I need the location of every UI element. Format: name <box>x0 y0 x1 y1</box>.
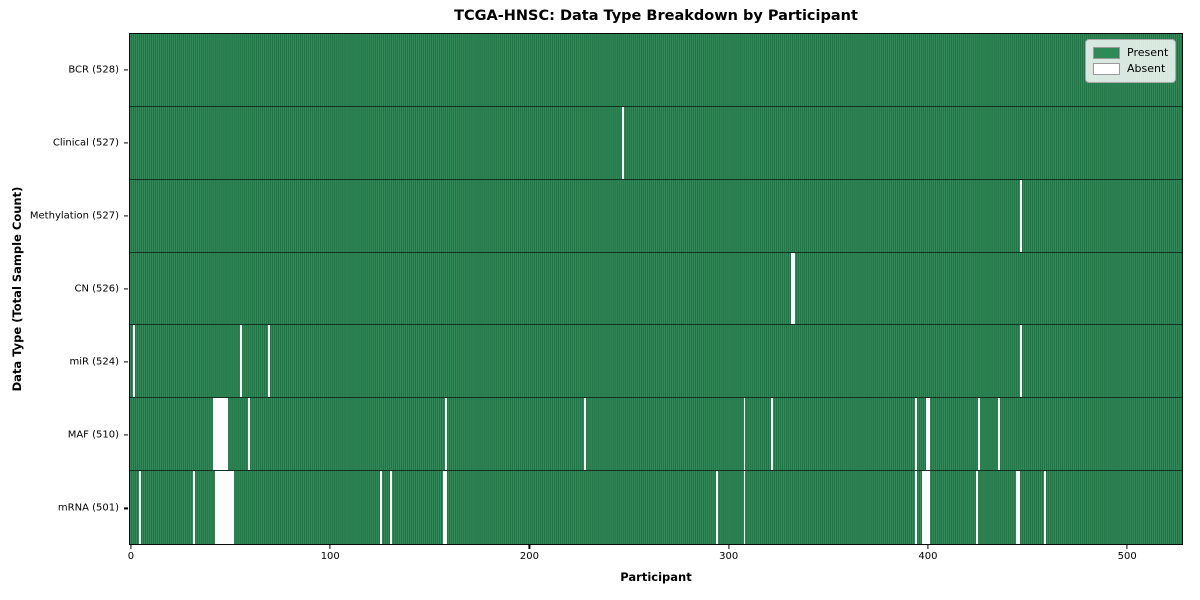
absent-stripe <box>445 471 448 544</box>
x-tick-label: 100 <box>320 551 340 562</box>
x-tick-label: 400 <box>918 551 938 562</box>
legend-item-present: Present <box>1093 45 1168 61</box>
absent-stripe <box>926 398 929 471</box>
absent-stripe <box>1015 471 1018 544</box>
plot-area <box>129 33 1183 545</box>
y-tick-label: mRNA (501) <box>57 502 119 514</box>
absent-swatch-icon <box>1093 63 1120 75</box>
heatmap-row <box>130 179 1182 253</box>
absent-stripe <box>584 398 587 471</box>
y-tick-label: Clinical (527) <box>52 137 119 149</box>
absent-stripe <box>222 398 225 471</box>
absent-stripe <box>192 471 195 544</box>
absent-stripe <box>220 471 223 544</box>
absent-stripe <box>389 471 392 544</box>
absent-stripe <box>222 471 225 544</box>
absent-stripe <box>214 398 217 471</box>
x-axis-label: Participant <box>620 570 692 584</box>
legend-item-absent: Absent <box>1093 61 1168 77</box>
y-tick-label: Methylation (527) <box>29 210 119 222</box>
x-tick-mark <box>1126 545 1128 549</box>
absent-stripe <box>922 471 925 544</box>
absent-stripe <box>132 325 135 398</box>
absent-stripe <box>622 106 625 179</box>
absent-stripe <box>218 471 221 544</box>
y-tick-mark <box>124 68 128 71</box>
absent-stripe <box>214 471 217 544</box>
absent-stripe <box>218 398 221 471</box>
absent-stripe <box>248 398 251 471</box>
absent-stripe <box>978 398 981 471</box>
x-tick-mark <box>927 545 929 549</box>
absent-stripe <box>443 471 446 544</box>
x-tick-label: 200 <box>519 551 540 562</box>
absent-stripe <box>230 471 233 544</box>
x-tick-label: 0 <box>127 551 135 562</box>
absent-stripe <box>445 398 448 471</box>
legend-label: Absent <box>1127 62 1166 75</box>
y-tick-mark <box>124 142 128 144</box>
x-tick-mark <box>130 545 132 549</box>
y-tick-label: miR (524) <box>69 356 119 368</box>
absent-stripe <box>793 252 796 325</box>
absent-stripe <box>224 471 227 544</box>
heatmap-row <box>130 398 1182 472</box>
legend-label: Present <box>1127 46 1169 59</box>
absent-stripe <box>1043 471 1046 544</box>
y-tick-label: CN (526) <box>74 283 119 295</box>
absent-stripe <box>914 398 917 471</box>
absent-stripe <box>138 471 141 544</box>
y-tick-mark <box>124 434 128 436</box>
absent-stripe <box>228 471 231 544</box>
x-tick-mark <box>329 545 331 549</box>
absent-stripe <box>1017 471 1020 544</box>
absent-stripe <box>976 471 979 544</box>
absent-stripe <box>379 471 382 544</box>
legend: Present Absent <box>1085 39 1176 83</box>
y-tick-mark <box>124 288 128 290</box>
absent-stripe <box>268 325 271 398</box>
x-tick-label: 500 <box>1117 551 1137 562</box>
absent-stripe <box>226 471 229 544</box>
y-tick-mark <box>124 361 128 363</box>
y-tick-mark <box>124 215 128 217</box>
absent-stripe <box>924 471 927 544</box>
absent-stripe <box>928 398 931 471</box>
y-tick-label: MAF (510) <box>67 429 119 441</box>
absent-stripe <box>1019 179 1022 252</box>
heatmap-row <box>130 325 1182 399</box>
absent-stripe <box>1019 325 1022 398</box>
x-tick-mark <box>728 545 730 549</box>
absent-stripe <box>928 471 931 544</box>
absent-stripe <box>771 398 774 471</box>
absent-stripe <box>791 252 794 325</box>
absent-stripe <box>240 325 243 398</box>
x-tick-mark <box>528 545 531 549</box>
x-tick-label: 300 <box>719 551 739 562</box>
absent-stripe <box>743 471 746 544</box>
absent-stripe <box>998 398 1001 471</box>
absent-stripe <box>216 398 219 471</box>
y-tick-label: BCR (528) <box>68 64 119 76</box>
heatmap-row <box>130 34 1182 107</box>
absent-stripe <box>220 398 223 471</box>
absent-stripe <box>715 471 718 544</box>
absent-stripe <box>226 398 229 471</box>
absent-stripe <box>914 471 917 544</box>
heatmap-row <box>130 106 1182 180</box>
absent-stripe <box>216 471 219 544</box>
absent-stripe <box>926 471 929 544</box>
absent-stripe <box>212 398 215 471</box>
chart-title: TCGA-HNSC: Data Type Breakdown by Partic… <box>454 8 858 24</box>
heatmap-row <box>130 252 1182 326</box>
present-swatch-icon <box>1093 47 1120 59</box>
absent-stripe <box>224 398 227 471</box>
y-tick-mark <box>124 507 128 510</box>
absent-stripe <box>743 398 746 471</box>
absent-stripe <box>232 471 235 544</box>
heatmap-row <box>130 471 1182 544</box>
